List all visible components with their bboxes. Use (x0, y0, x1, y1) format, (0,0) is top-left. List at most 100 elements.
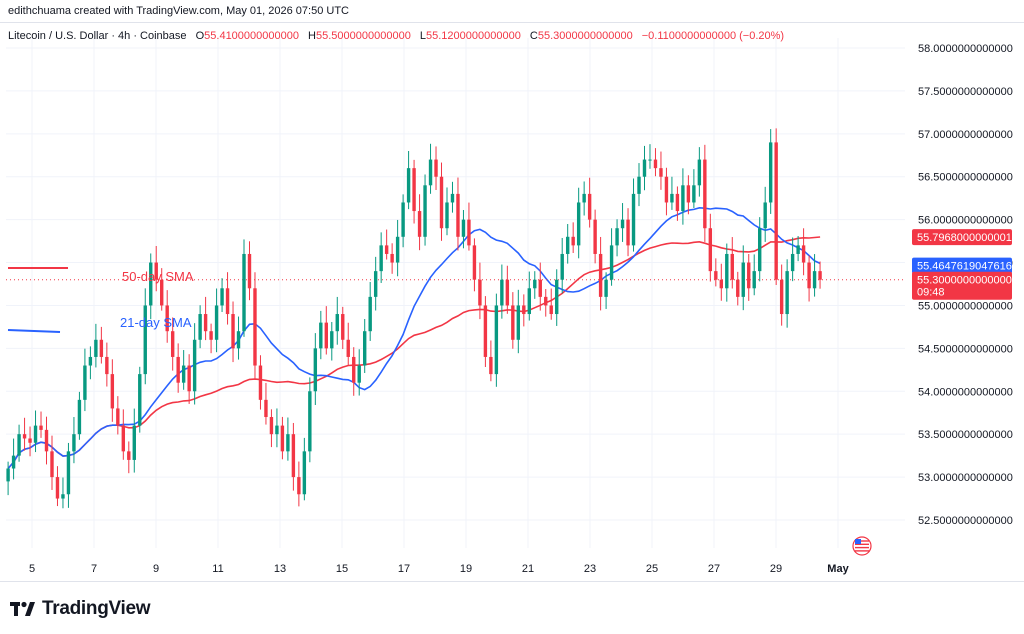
candle-body (434, 159, 438, 177)
candle-body (692, 185, 696, 203)
candle-body (384, 245, 389, 254)
candle-body (659, 168, 663, 177)
sma21-legend-label: 21-day SMA (120, 315, 192, 330)
candle-body (253, 288, 257, 366)
open-value: 55.4100000000000 (204, 30, 299, 42)
candle-body (138, 374, 142, 426)
x-tick-label: 11 (212, 563, 223, 575)
candle-body (472, 245, 477, 280)
candle-body (642, 159, 647, 177)
candle-body (390, 253, 394, 263)
grid-lines (6, 38, 905, 548)
chart-frame[interactable] (0, 22, 1024, 582)
y-tick-label: 56.5000000000000 (918, 172, 1013, 184)
candle-body (598, 253, 603, 297)
last-price-tag-text: 55.3000000000000 (917, 275, 1012, 287)
y-tick-label: 58.0000000000000 (918, 43, 1013, 55)
candle-body (214, 305, 219, 340)
candle-body (313, 348, 318, 392)
candle-body (83, 365, 87, 400)
last-price-tag-text: 09:48 (917, 287, 945, 299)
symbol-title: Litecoin / U.S. Dollar · 4h · Coinbase (8, 30, 187, 42)
candle-body (192, 339, 197, 392)
close-value: 55.3000000000000 (537, 30, 633, 42)
candle-body (11, 455, 16, 469)
candle-body (538, 279, 542, 297)
candle-body (373, 271, 378, 297)
y-tick-label: 54.5000000000000 (918, 343, 1013, 355)
candle-body (736, 279, 740, 297)
candle-body (39, 425, 43, 430)
candle-body (467, 219, 471, 246)
candle-body (571, 236, 575, 246)
y-tick-label: 57.0000000000000 (918, 129, 1013, 141)
candle-body (747, 262, 751, 289)
candle-body (55, 477, 60, 499)
candle-body (423, 185, 427, 237)
candle-body (620, 219, 625, 229)
sma50-price-tag: 55.7968000000001 (912, 229, 1012, 246)
y-tick-label: 53.5000000000000 (918, 429, 1013, 441)
candle-body (576, 202, 581, 246)
candle-body (6, 468, 10, 482)
candle-body (181, 365, 186, 383)
y-tick-label: 56.0000000000000 (918, 215, 1013, 227)
price-axis[interactable]: 58.0000000000000 57.5000000000000 57.00000… (912, 43, 1013, 527)
candle-body (335, 314, 339, 332)
y-tick-label: 57.5000000000000 (918, 86, 1013, 98)
attribution-bar: edithchuama created with TradingView.com… (0, 0, 1024, 22)
us-flag-icon (852, 536, 872, 556)
candles (6, 128, 822, 509)
candle-body (116, 408, 120, 426)
candle-body (341, 314, 345, 340)
candle-body (741, 262, 745, 297)
candle-body (66, 451, 71, 495)
candle-body (154, 262, 158, 280)
candle-body (626, 219, 630, 246)
candle-body (132, 425, 136, 460)
candle-body (368, 296, 372, 332)
candle-body (500, 279, 504, 306)
x-tick-label: 21 (522, 563, 534, 575)
candle-body (225, 288, 230, 315)
time-axis[interactable]: 5 7 9 11 13 15 17 19 21 23 25 27 29 May (29, 536, 872, 575)
candle-body (428, 159, 433, 186)
candle-body (149, 262, 153, 306)
candle-body (99, 339, 104, 357)
candle-body (33, 425, 38, 443)
candle-body (549, 305, 553, 315)
candlestick-chart[interactable]: 58.0000000000000 57.5000000000000 57.00000… (0, 0, 1024, 582)
x-tick-label: 7 (91, 563, 97, 575)
candle-body (461, 219, 466, 237)
candle-body (456, 193, 460, 237)
candle-body (516, 305, 521, 340)
candle-body (445, 202, 449, 229)
candle-body (807, 262, 811, 289)
candle-body (50, 451, 54, 478)
candle-body (198, 314, 202, 340)
candle-body (61, 494, 65, 499)
candle-body (631, 193, 636, 246)
candle-body (544, 296, 548, 306)
candle-body (330, 331, 334, 349)
x-tick-label: 9 (153, 563, 159, 575)
candle-body (302, 451, 307, 495)
candle-body (609, 245, 614, 280)
candle-body (395, 236, 400, 263)
x-tick-label: 25 (646, 563, 658, 575)
candle-body (774, 142, 778, 280)
candle-body (686, 185, 691, 203)
candle-body (258, 365, 263, 400)
sma21-price-tag: 55.4647619047616 (912, 257, 1012, 274)
candle-body (127, 451, 131, 460)
x-tick-label: 5 (29, 563, 35, 575)
candle-body (801, 245, 806, 263)
x-tick-label: 23 (584, 563, 596, 575)
low-value: 55.1200000000000 (426, 30, 521, 42)
candle-body (675, 193, 680, 212)
candle-body (417, 211, 422, 237)
y-tick-label: 54.0000000000000 (918, 386, 1013, 398)
tradingview-logo[interactable]: TradingView (10, 598, 151, 620)
candle-body (714, 271, 718, 280)
candle-body (522, 305, 526, 315)
